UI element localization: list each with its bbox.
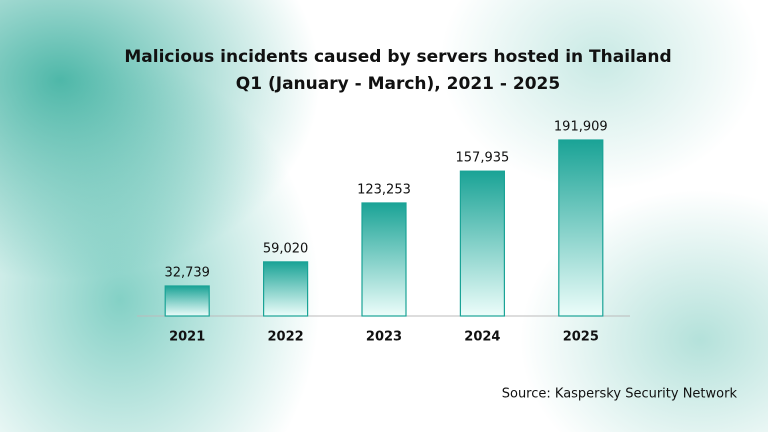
bar (164, 285, 210, 317)
chart-subtitle: Q1 (January - March), 2021 - 2025 (236, 74, 560, 94)
value-label: 59,020 (263, 241, 309, 256)
x-tick-label: 2024 (464, 330, 500, 345)
bar (361, 202, 407, 317)
bar (263, 261, 309, 317)
value-label: 123,253 (357, 182, 411, 197)
chart-title: Malicious incidents caused by servers ho… (124, 47, 671, 67)
bar (558, 139, 604, 317)
x-tick-label: 2023 (366, 330, 402, 345)
x-tick-label: 2021 (169, 330, 205, 345)
value-label: 191,909 (554, 120, 608, 135)
x-tick-label: 2025 (563, 330, 599, 345)
source: Source: Kaspersky Security Network (502, 387, 738, 402)
value-label: 157,935 (456, 151, 510, 166)
x-tick-label: 2022 (268, 330, 304, 345)
bar (459, 170, 505, 317)
value-label: 32,739 (164, 265, 210, 280)
